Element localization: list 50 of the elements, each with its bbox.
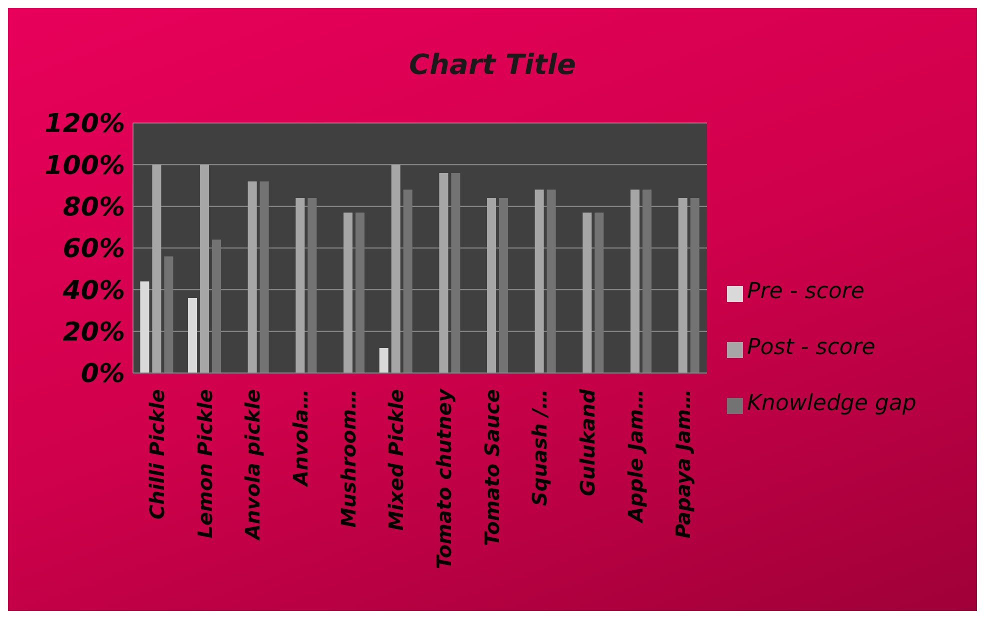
bar xyxy=(594,212,604,373)
legend-label: Knowledge gap xyxy=(747,391,916,416)
bar xyxy=(356,212,365,373)
bar xyxy=(164,256,174,373)
y-tick-label: 0% xyxy=(80,359,125,390)
y-tick-label: 60% xyxy=(62,234,125,264)
bar xyxy=(499,198,508,373)
bar xyxy=(630,190,640,373)
x-tick-label: Apple Jam… xyxy=(623,389,648,524)
y-tick-label: 40% xyxy=(62,276,125,306)
bar xyxy=(642,190,652,373)
bar xyxy=(248,181,257,373)
y-tick-label: 100% xyxy=(44,150,125,181)
bar xyxy=(582,212,592,373)
bar xyxy=(188,298,198,373)
x-tick-label: Chilli Pickle xyxy=(144,389,169,520)
bar xyxy=(344,212,353,373)
bar xyxy=(690,198,700,373)
bar xyxy=(534,190,544,373)
bar xyxy=(308,198,317,373)
x-tick-label: Mixed Pickle xyxy=(384,389,408,531)
bar xyxy=(487,198,496,373)
x-tick-label: Mushroom… xyxy=(336,389,360,528)
bar xyxy=(678,198,688,373)
bar xyxy=(391,164,400,373)
y-tick-label: 20% xyxy=(62,318,125,348)
bar xyxy=(403,190,412,373)
x-tick-label: Lemon Pickle xyxy=(192,389,217,538)
bar xyxy=(296,198,305,373)
legend-label: Pre - score xyxy=(747,279,864,304)
x-tick-label: Tomato chutney xyxy=(432,388,456,570)
y-tick-label: 80% xyxy=(62,192,125,223)
bar xyxy=(546,190,556,373)
bar xyxy=(152,164,162,373)
bar xyxy=(140,281,150,373)
bar xyxy=(379,348,388,373)
x-tick-label: Anvola pickle xyxy=(240,389,265,542)
chart-title: Chart Title xyxy=(408,48,577,81)
x-tick-label: Squash /… xyxy=(528,389,552,506)
legend-label: Post - score xyxy=(747,335,876,360)
bar xyxy=(212,240,222,373)
bar xyxy=(439,173,448,373)
x-tick-label: Anvola… xyxy=(288,389,312,488)
bar xyxy=(260,181,269,373)
bar xyxy=(451,173,460,373)
x-tick-label: Papaya Jam… xyxy=(671,389,696,538)
bar xyxy=(200,164,210,373)
x-tick-label: Tomato Sauce xyxy=(480,389,504,546)
x-tick-label: Gulukand xyxy=(575,388,600,496)
y-tick-label: 120% xyxy=(44,109,125,140)
